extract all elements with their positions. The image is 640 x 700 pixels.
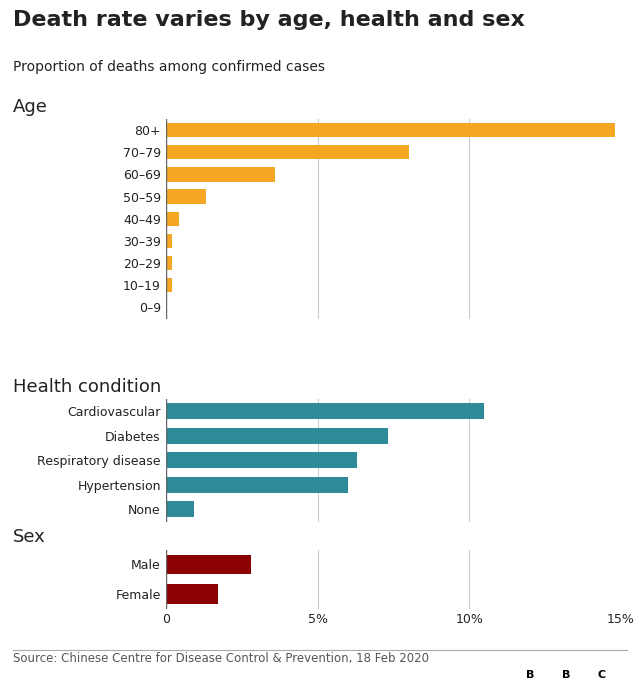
Bar — [166, 190, 206, 204]
Text: B: B — [525, 671, 534, 680]
Bar — [166, 403, 484, 419]
Text: Proportion of deaths among confirmed cases: Proportion of deaths among confirmed cas… — [13, 60, 325, 74]
Bar — [166, 428, 388, 444]
Bar — [166, 501, 194, 517]
Bar — [166, 145, 409, 160]
Text: Age: Age — [13, 97, 47, 116]
Text: Health condition: Health condition — [13, 377, 161, 395]
Text: Death rate varies by age, health and sex: Death rate varies by age, health and sex — [13, 10, 525, 31]
Text: C: C — [598, 671, 605, 680]
Bar — [166, 167, 275, 181]
Bar — [166, 278, 172, 293]
Bar — [166, 554, 252, 574]
Bar — [166, 256, 172, 270]
Text: Source: Chinese Centre for Disease Control & Prevention, 18 Feb 2020: Source: Chinese Centre for Disease Contr… — [13, 652, 429, 666]
FancyBboxPatch shape — [550, 659, 582, 692]
Bar — [166, 452, 357, 468]
Text: B: B — [561, 671, 570, 680]
Bar — [166, 584, 218, 604]
FancyBboxPatch shape — [586, 659, 617, 692]
Text: Sex: Sex — [13, 528, 45, 546]
Bar — [166, 211, 179, 226]
Bar — [166, 123, 615, 137]
Bar — [166, 477, 348, 493]
Bar — [166, 234, 172, 248]
FancyBboxPatch shape — [515, 659, 545, 692]
